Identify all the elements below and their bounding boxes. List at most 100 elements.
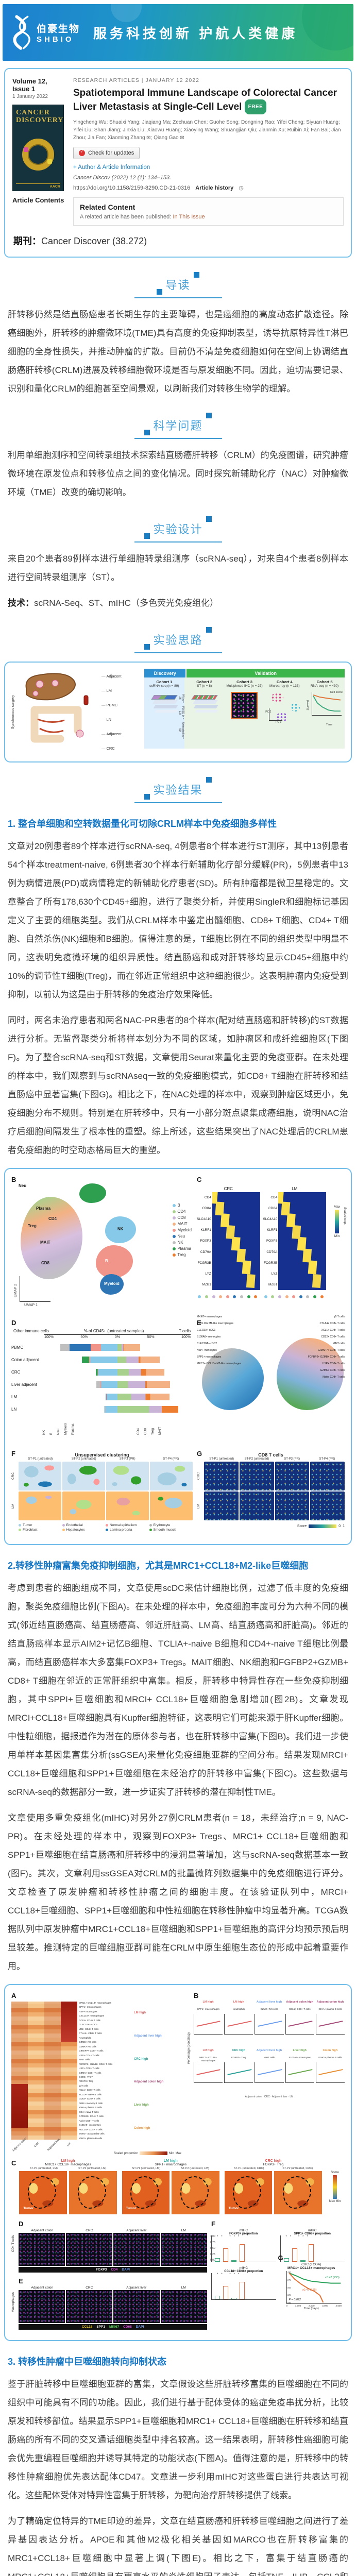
sample-label: ST-P2 (untreated): [244, 1458, 269, 1461]
score-map: Tumor: [122, 2171, 170, 2214]
doi-link[interactable]: https://doi.org/10.1158/2159-8290.CD-21-…: [73, 184, 191, 191]
bar-right: [117, 1393, 193, 1400]
legend-item: Hepatocytes: [62, 1528, 106, 1532]
cohort-name: Cohort 1: [156, 680, 173, 684]
y-tick: 1.00: [286, 2271, 291, 2274]
celltype-label: XCL1+ CD8+ T cells: [79, 2089, 100, 2092]
panel-letter: D: [19, 2220, 24, 2228]
heading-underline: [134, 297, 222, 298]
subtype-label: CLEC10A+ cDC2: [197, 1342, 217, 1345]
heatmap-matrix: [278, 1192, 326, 1290]
in-this-issue-link[interactable]: In This Issue: [173, 214, 205, 220]
celltype-label: HSP+ monocytes: [79, 2010, 97, 2013]
subtype-label: FGFBP2+ GZMB+ CD8+ T cells: [308, 1355, 345, 1359]
section-heading-design: 实验设计: [0, 516, 356, 543]
legend-dot: [292, 1295, 296, 1298]
tissue-label: CRC: [86, 2286, 93, 2290]
umap-blob-myeloid: [96, 1245, 133, 1278]
umap-blob-tnk: [21, 1197, 82, 1279]
trend-line: [318, 2069, 343, 2075]
column-dot: [292, 1292, 297, 1301]
bar-green: [283, 2258, 289, 2262]
stacked-bar: [117, 1356, 160, 1363]
line-chart: [194, 2062, 223, 2083]
heatmap-title: LM: [292, 1187, 298, 1191]
bar-orange: [223, 2248, 228, 2262]
marker-label: DAPI: [135, 2325, 144, 2329]
related-content-box: Related Content A related article has be…: [73, 197, 344, 226]
column-dot: [306, 1292, 311, 1301]
score-map: [275, 1492, 310, 1520]
tissue-label: Liver adjacent: [11, 1382, 37, 1387]
legend-label: Plasma: [71, 1423, 75, 1435]
legend-label: CD8: [177, 1215, 186, 1220]
marker-caption: CCL18 SPP1 MKI67 CD68 DAPI: [19, 2324, 207, 2330]
cohort-name: Cohort 3: [236, 680, 252, 684]
sample-2: ST-P2 (untreated, LM): [181, 2167, 209, 2170]
celltype-label: AIM2+ memory B cells: [79, 2102, 103, 2105]
bar-green: [231, 2260, 236, 2262]
group-label: Colon high: [134, 2126, 150, 2130]
score-map: [69, 2171, 117, 2214]
axis-tick: 50%: [80, 1335, 88, 1339]
tissue-label: CRC: [86, 2229, 93, 2232]
map-images: Tumor: [122, 2171, 219, 2214]
celltype-label: GZMK+ NK cells: [79, 2045, 97, 2048]
article-contents-link[interactable]: Article Contents: [12, 196, 64, 204]
article-history-link[interactable]: Article history: [195, 184, 234, 191]
celltype-label: CD4+ naive T cells: [79, 2110, 99, 2113]
panel-title: Unsupervised clustering: [75, 1452, 129, 1458]
spatial-map: [19, 1462, 61, 1490]
celltype-label: GPR183+ CD4+ T cells: [79, 2115, 104, 2118]
author-info-link[interactable]: + Author & Article Information: [73, 164, 150, 171]
km-low-label: <0.47 (295): [325, 2276, 340, 2279]
umap-blob-b: [105, 1216, 136, 1243]
bar-left: [42, 1405, 117, 1413]
journal-cover[interactable]: CANCER DISCOVERY AACR: [12, 105, 64, 191]
mihc-image: [113, 2233, 160, 2266]
cohort-group-label: PR (n = 26): [178, 694, 184, 703]
legend-dot: [173, 1210, 176, 1213]
mihc-image: [66, 2233, 112, 2266]
legend-dot: [198, 1295, 201, 1298]
celltype-label: FOXP3+ Treg: [79, 2080, 94, 2083]
section-heading-workflow: 实验思路: [0, 627, 356, 653]
section-heading-results: 实验结果: [0, 777, 356, 803]
brand-name-en: SHBIO: [37, 35, 74, 44]
brand-name-cn: 伯豪生物: [37, 24, 80, 35]
legend-other-cells: NK B Neu Myeloid Plasma: [42, 1417, 75, 1435]
celltype-label: Naive CD8+ T cells: [79, 2119, 99, 2122]
fig3-panel-G-survival: G CRC (TCGA) MRC1+ CCL18+ macrophages 1.…: [278, 2253, 345, 2310]
mihc-images: [19, 2233, 207, 2266]
score-min: 0: [338, 1524, 341, 1528]
legend-dot: [62, 1529, 65, 1531]
spatial-score-maps: LM high MRC1+ CCL18+ macrophages ST-P1 (un…: [19, 2159, 323, 2214]
legend-label: Myeloid: [64, 1423, 67, 1435]
legend-dot: [254, 1295, 258, 1298]
row-label-lm: LM: [197, 1503, 200, 1509]
legend-label: CD8: [144, 1428, 147, 1435]
column-dot: [285, 1292, 290, 1301]
axis-tick: 50%: [147, 1335, 155, 1339]
column-dot: [233, 1292, 238, 1301]
chart-title: SPP1+ CD68+ proportion: [294, 2232, 331, 2235]
score-gradient: [309, 1524, 337, 1528]
gene-label: CD8A: [268, 1207, 278, 1211]
km-x-ticks: 0 1,000 2,000 3,000 4,000: [286, 2304, 342, 2307]
panel-letter: E: [19, 2277, 23, 2285]
plot-title: S100A9+ monocytes: [289, 2056, 311, 2059]
panel-letter: G: [197, 1450, 202, 1458]
score-map: Tumor: [19, 2171, 67, 2214]
legend-label: Hepatocytes: [66, 1528, 85, 1532]
legend-item: CD8: [144, 1417, 147, 1435]
check-updates-button[interactable]: Check for updates: [73, 147, 140, 159]
legend-dot: [173, 1234, 176, 1238]
heading-square-icon: [144, 644, 150, 650]
heading-square-icon: [144, 430, 150, 435]
legend-dot: [285, 1295, 289, 1298]
author-list[interactable]: Yingcheng Wu; Shuaixi Yang; Jiaqiang Ma;…: [73, 120, 341, 141]
pc-axes: PC 2 PC 1: [265, 708, 283, 724]
axis-tick: 100%: [181, 1335, 191, 1339]
trend-line: [258, 2069, 282, 2075]
column-dot: [278, 1292, 283, 1301]
